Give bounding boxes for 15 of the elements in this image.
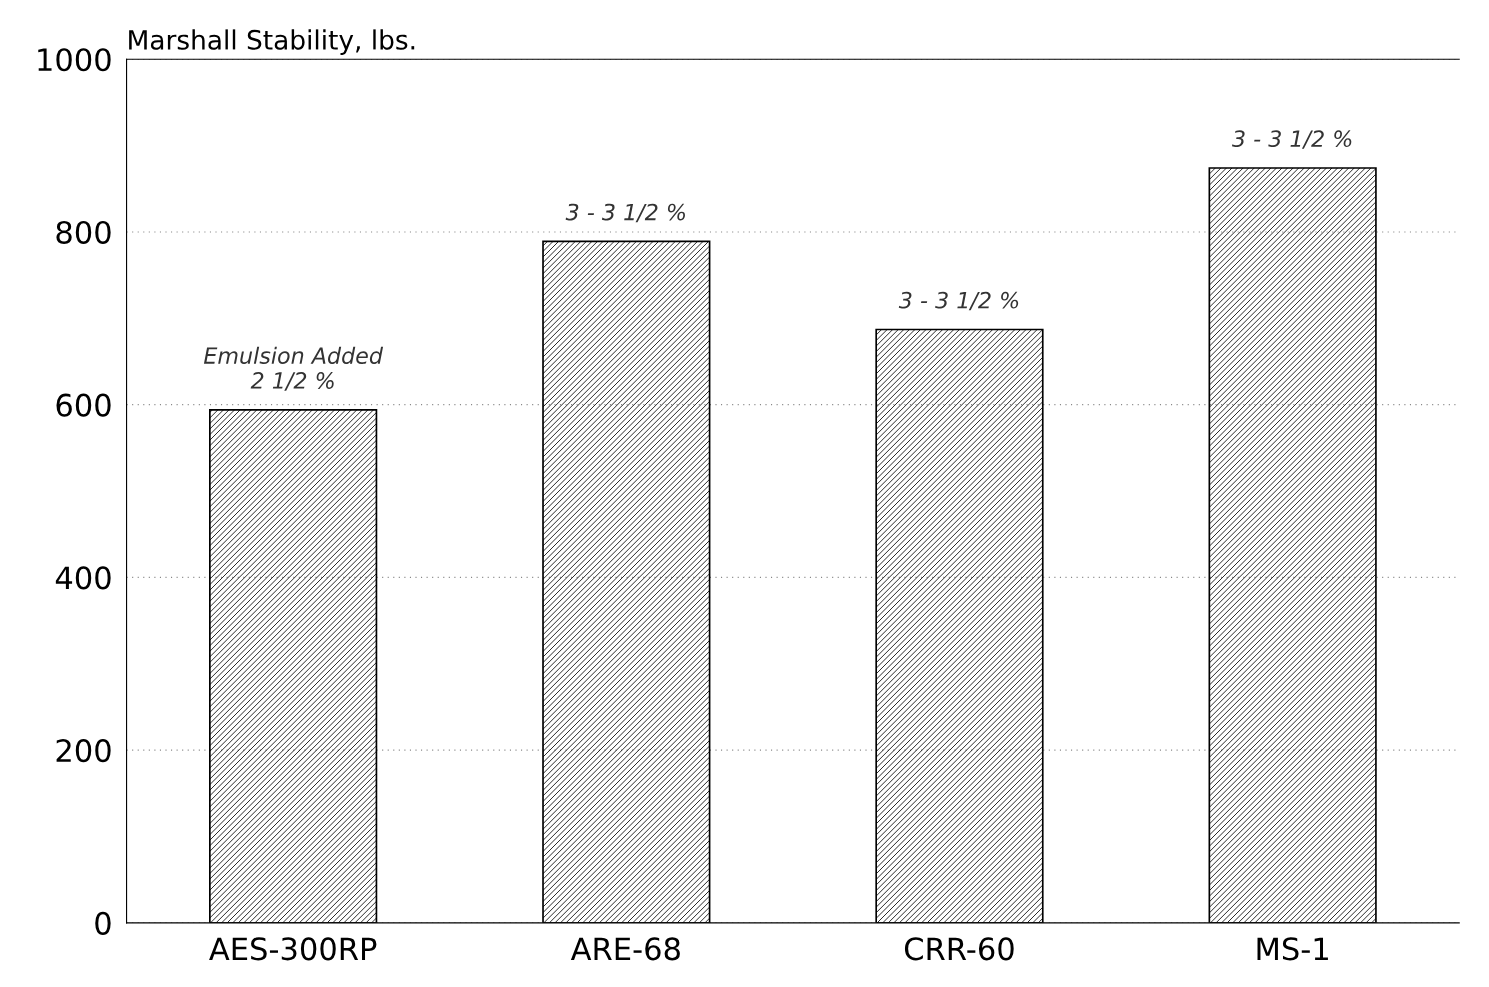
x-tick-label: MS-1 xyxy=(1257,937,1328,961)
y-tick-label: 800 xyxy=(56,220,111,244)
y-tick-label: 600 xyxy=(56,393,111,417)
y-tick-label: 0 xyxy=(95,911,111,935)
x-tick-label: AES-300RP xyxy=(209,937,377,961)
y-axis-title: Marshall Stability, lbs. xyxy=(129,29,415,55)
annotation: 3 - 3 1/2 % xyxy=(1231,130,1352,149)
y-tick-label: 200 xyxy=(56,739,111,763)
annotation: 3 - 3 1/2 % xyxy=(565,203,685,223)
x-tick-label: CRR-60 xyxy=(904,937,1014,961)
annotation: 3 - 3 1/2 % xyxy=(898,291,1019,311)
annotation: Emulsion Added 2 1/2 % xyxy=(203,346,384,391)
y-tick-label: 400 xyxy=(55,566,111,590)
y-tick-label: 1000 xyxy=(38,48,111,72)
x-tick-label: ARE-68 xyxy=(570,937,680,961)
